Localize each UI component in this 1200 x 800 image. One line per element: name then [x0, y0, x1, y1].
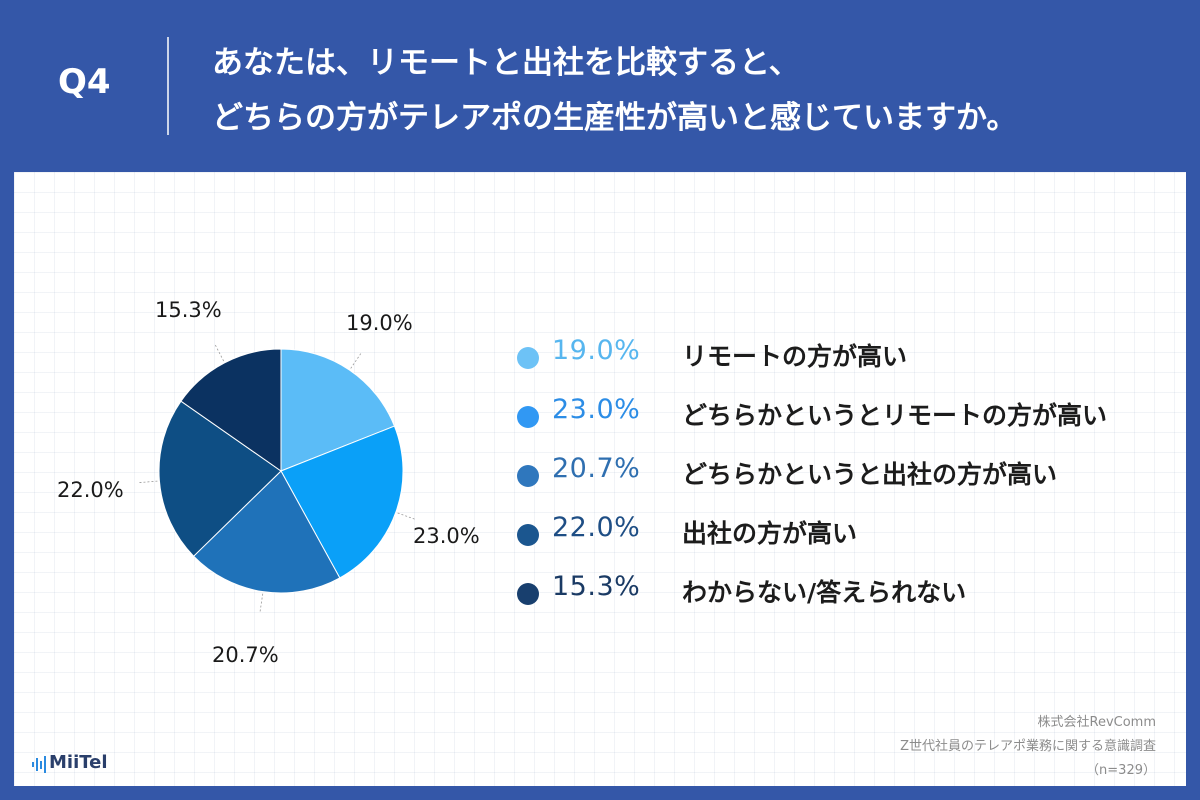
data-label: 19.0% — [346, 311, 413, 335]
pie-slice — [158, 400, 282, 557]
pie-slice — [280, 425, 404, 579]
chart-card: 19.0% 23.0% 20.7% 22.0% 15.3% 19.0% リモートの方が高… — [14, 172, 1186, 786]
pie-slice — [280, 348, 396, 472]
leader-line — [397, 512, 417, 521]
data-label: 23.0% — [413, 524, 480, 548]
header-divider — [167, 37, 169, 135]
pie-chart: 19.0% 23.0% 20.7% 22.0% 15.3% — [57, 298, 480, 667]
legend-item: 23.0% どちらかというとリモートの方が高い — [512, 386, 1172, 445]
legend-label: リモートの方が高い — [682, 342, 908, 371]
source-survey: Z世代社員のテレアポ業務に関する意識調査 — [900, 739, 1156, 754]
legend-dot — [517, 406, 539, 428]
data-label: 22.0% — [57, 478, 124, 502]
question-text: あなたは、リモートと出社を比較すると、 どちらの方がテレアポの生産性が高いと感じ… — [212, 36, 1172, 146]
legend-item: 15.3% わからない/答えられない — [512, 563, 1172, 622]
source-company: 株式会社RevComm — [1037, 715, 1157, 730]
legend-percent: 20.7% — [552, 453, 641, 484]
data-label: 20.7% — [212, 643, 279, 667]
leader-line — [350, 351, 363, 369]
legend-label: どちらかというと出社の方が高い — [682, 460, 1058, 489]
legend-dot — [517, 465, 539, 487]
sound-wave-icon — [32, 756, 46, 773]
chart-legend: 19.0% リモートの方が高い 23.0% どちらかというとリモートの方が高い … — [512, 327, 1172, 622]
pie-slice — [192, 470, 341, 594]
data-label: 15.3% — [155, 298, 222, 322]
pie-slice — [180, 348, 282, 472]
leader-line — [214, 343, 225, 362]
legend-label: 出社の方が高い — [682, 519, 858, 548]
leader-line — [259, 593, 264, 614]
legend-percent: 23.0% — [552, 394, 641, 425]
legend-label: どちらかというとリモートの方が高い — [682, 401, 1108, 430]
source-sample: （n=329） — [1086, 763, 1156, 778]
legend-label: わからない/答えられない — [682, 578, 967, 607]
logo-text: MiiTel — [49, 752, 108, 773]
legend-item: 20.7% どちらかというと出社の方が高い — [512, 445, 1172, 504]
legend-dot — [517, 347, 539, 369]
question-line-1: あなたは、リモートと出社を比較すると、 — [212, 45, 800, 81]
legend-percent: 19.0% — [552, 335, 641, 366]
legend-item: 22.0% 出社の方が高い — [512, 504, 1172, 563]
question-number: Q4 — [58, 62, 111, 102]
question-line-2: どちらの方がテレアポの生産性が高いと感じていますか。 — [212, 100, 1018, 136]
legend-dot — [517, 524, 539, 546]
legend-percent: 22.0% — [552, 512, 641, 543]
question-header: Q4 あなたは、リモートと出社を比較すると、 どちらの方がテレアポの生産性が高い… — [0, 0, 1200, 170]
legend-dot — [517, 583, 539, 605]
legend-percent: 15.3% — [552, 571, 641, 602]
leader-line — [137, 480, 158, 484]
legend-item: 19.0% リモートの方が高い — [512, 327, 1172, 386]
